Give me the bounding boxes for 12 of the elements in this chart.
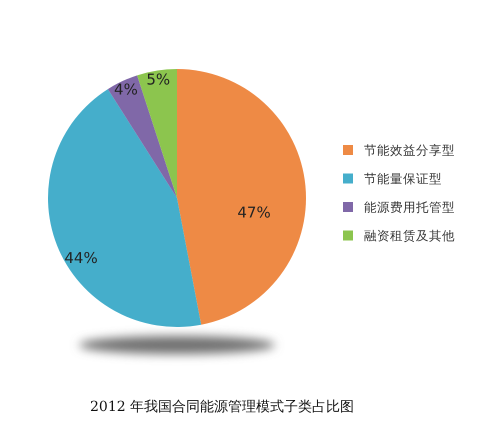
data-label: 44% [64, 248, 98, 267]
text: 2012 年我国合同能源管理模式子类占比图 [90, 399, 354, 415]
pie-slice [137, 69, 177, 198]
data-label: 4% [114, 80, 138, 98]
data-label: 47% [237, 204, 271, 222]
pie-slice [177, 69, 306, 325]
legend-label: 融资租赁及其他 [364, 228, 455, 243]
legend-label: 节能效益分享型 [364, 142, 455, 158]
data-label: 5% [146, 70, 170, 89]
pie-slice [108, 75, 177, 198]
legend-label: 节能量保证型 [364, 171, 442, 186]
legend-label: 能源费用托管型 [364, 200, 455, 214]
